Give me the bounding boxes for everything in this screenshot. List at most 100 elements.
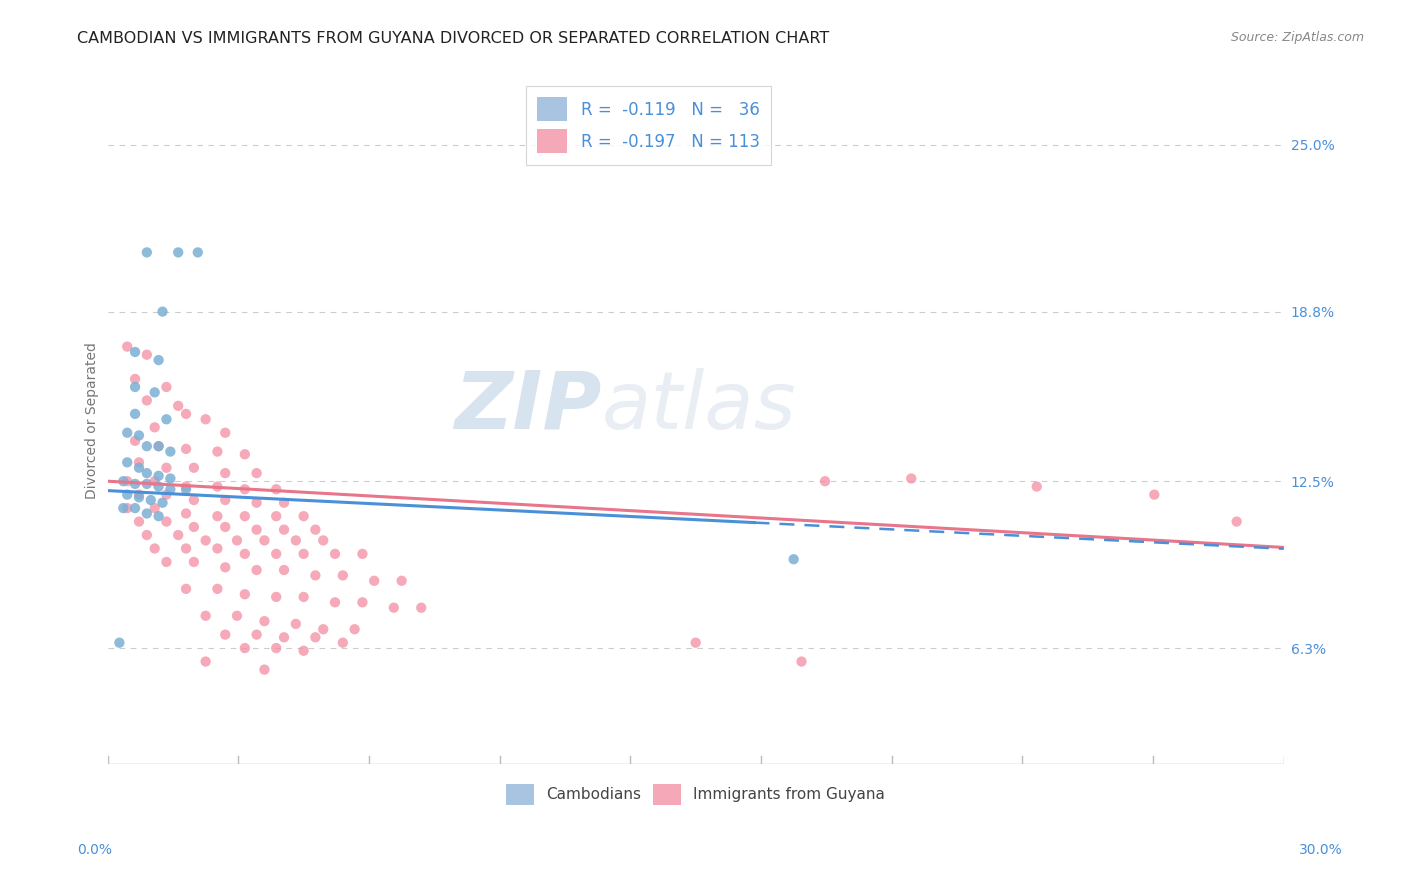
Point [273,563,295,577]
Point [128,515,150,529]
Point [782,552,804,566]
Point [128,428,150,442]
Point [246,523,269,537]
Point [391,574,413,588]
Text: ZIP: ZIP [454,368,602,446]
Point [194,655,217,669]
Point [233,483,256,497]
Point [226,608,249,623]
Point [194,412,217,426]
Point [135,507,157,521]
Point [214,560,236,574]
Point [135,528,157,542]
Point [790,655,813,669]
Point [135,348,157,362]
Point [124,407,146,421]
Point [115,425,138,440]
Point [112,474,135,488]
Point [253,533,276,548]
Point [124,372,146,386]
Point [124,345,146,359]
Point [292,644,315,658]
Point [194,533,217,548]
Point [1025,479,1047,493]
Text: Source: ZipAtlas.com: Source: ZipAtlas.com [1230,31,1364,45]
Point [148,439,170,453]
Point [143,501,166,516]
Point [304,630,326,644]
Point [900,471,922,485]
Point [183,493,205,508]
Point [214,466,236,480]
Point [128,460,150,475]
Point [135,476,157,491]
Point [214,520,236,534]
Point [214,425,236,440]
Point [814,474,837,488]
Point [124,501,146,516]
Point [253,614,276,628]
Point [264,590,287,604]
Point [233,587,256,601]
Point [143,474,166,488]
Point [304,523,326,537]
Point [159,483,181,497]
Text: 0.0%: 0.0% [77,843,112,857]
Point [207,479,229,493]
Point [115,340,138,354]
Point [183,460,205,475]
Point [139,493,162,508]
Point [214,493,236,508]
Point [233,641,256,656]
Point [143,420,166,434]
Point [128,455,150,469]
Text: 30.0%: 30.0% [1299,843,1343,857]
Point [115,474,138,488]
Text: atlas: atlas [602,368,796,446]
Point [207,444,229,458]
Point [183,555,205,569]
Point [246,496,269,510]
Point [174,442,197,456]
Point [363,574,385,588]
Point [112,501,135,516]
Point [174,479,197,493]
Point [174,507,197,521]
Point [155,380,177,394]
Point [128,488,150,502]
Point [124,476,146,491]
Point [253,663,276,677]
Point [167,528,190,542]
Point [352,547,374,561]
Point [135,245,157,260]
Point [148,509,170,524]
Point [292,590,315,604]
Point [207,541,229,556]
Point [207,582,229,596]
Point [143,541,166,556]
Point [411,600,433,615]
Point [167,245,190,260]
Point [246,563,269,577]
Point [246,627,269,641]
Point [159,444,181,458]
Point [174,582,197,596]
Point [115,455,138,469]
Point [174,483,197,497]
Point [128,491,150,505]
Point [124,380,146,394]
Point [108,636,131,650]
Point [332,568,354,582]
Point [292,509,315,524]
Point [685,636,707,650]
Point [233,509,256,524]
Point [323,547,346,561]
Point [343,622,366,636]
Point [148,479,170,493]
Point [382,600,405,615]
Point [264,483,287,497]
Point [135,439,157,453]
Point [148,353,170,368]
Point [155,555,177,569]
Point [233,447,256,461]
